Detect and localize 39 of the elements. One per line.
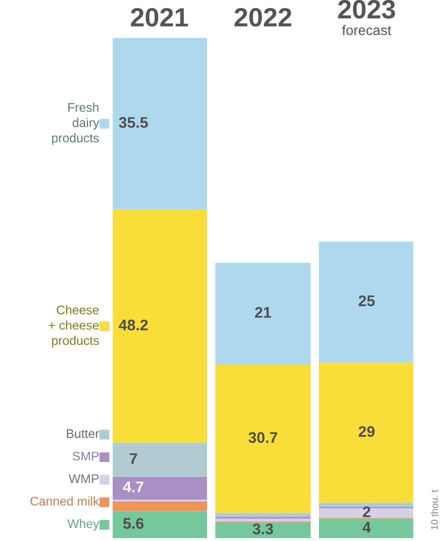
bar [215, 518, 311, 522]
bar [318, 502, 414, 507]
data-label: 30.7 [248, 432, 278, 443]
data-label: 48.2 [118, 320, 148, 330]
legend-label: SMP [72, 452, 99, 461]
legend-label: Fresh dairy products [52, 102, 100, 145]
bar [215, 262, 311, 365]
bar [112, 476, 208, 500]
legend-label: Whey [67, 518, 100, 531]
x-tick-label: 2023 forecast [338, 0, 396, 36]
legend-label: Butter [66, 429, 100, 438]
data-label: 4 [362, 522, 371, 533]
bar [112, 511, 208, 538]
bar [318, 518, 414, 538]
data-label: 4.7 [123, 482, 144, 492]
data-label: 2 [362, 506, 370, 518]
data-label: 21 [255, 307, 272, 318]
text: 10 thou. t [430, 490, 438, 530]
legend-label: Cheese + cheese products [48, 305, 99, 348]
bar [112, 38, 208, 210]
data-label: 5.6 [123, 518, 144, 529]
bar [215, 522, 311, 538]
data-label: 3.3 [252, 524, 274, 534]
bar [318, 362, 414, 503]
bar [215, 513, 311, 517]
bar [318, 508, 414, 518]
x-tick-label: 2022 [234, 8, 292, 27]
data-label: 7 [130, 453, 138, 464]
data-label: 35.5 [118, 117, 148, 128]
bar [112, 210, 208, 443]
bar [112, 502, 208, 512]
legend-label: WMP [68, 474, 99, 483]
bar [112, 442, 208, 477]
data-label: 29 [358, 426, 375, 437]
bar [215, 364, 311, 514]
data-label: 25 [358, 295, 375, 306]
legend-label: Canned milk [30, 496, 100, 506]
x-tick-label: 2021 [130, 8, 188, 27]
bar [318, 242, 414, 363]
